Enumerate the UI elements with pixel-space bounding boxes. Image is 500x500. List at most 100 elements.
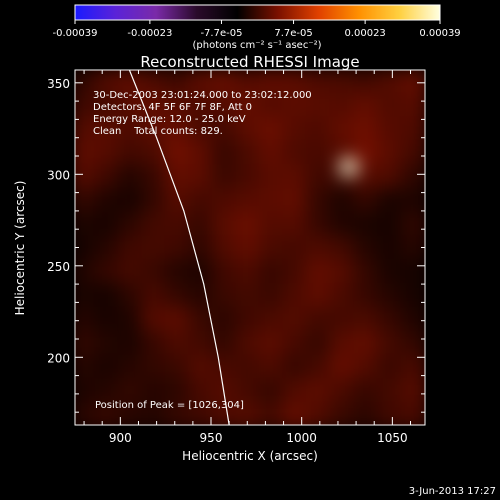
heatmap-cell	[400, 116, 428, 144]
heatmap-cell	[141, 354, 169, 382]
heatmap-cell	[188, 259, 216, 287]
heatmap-cell	[117, 235, 145, 263]
heatmap-cell	[306, 378, 334, 406]
heatmap-cell	[235, 331, 263, 359]
x-axis-label: Heliocentric X (arcsec)	[182, 449, 318, 463]
colorbar	[75, 5, 440, 20]
heatmap-cell	[212, 164, 240, 192]
heatmap-cell	[400, 283, 428, 311]
heatmap-cell	[70, 212, 98, 240]
heatmap-cell	[94, 354, 122, 382]
heatmap-cell	[400, 354, 428, 382]
heatmap-cell	[330, 307, 358, 335]
heatmap-cell	[377, 402, 405, 430]
heatmap-cell	[94, 212, 122, 240]
heatmap-cell	[282, 188, 310, 216]
heatmap-cell	[141, 307, 169, 335]
heatmap-cell	[400, 378, 428, 406]
heatmap-cell	[353, 331, 381, 359]
heatmap-cell	[188, 164, 216, 192]
heatmap-cell	[94, 235, 122, 263]
heatmap-cell	[353, 259, 381, 287]
heatmap-cell	[353, 140, 381, 168]
heatmap-cell	[282, 402, 310, 430]
heatmap-cell	[282, 354, 310, 382]
heatmap-cell	[282, 140, 310, 168]
heatmap-cell	[259, 235, 287, 263]
heatmap-cell	[306, 259, 334, 287]
heatmap-cell	[165, 140, 193, 168]
heatmap-cell	[188, 354, 216, 382]
heatmap-cell	[235, 235, 263, 263]
heatmap-cell	[141, 164, 169, 192]
clean-counts-text: Clean Total counts: 829.	[93, 126, 223, 137]
heatmap-cell	[70, 354, 98, 382]
heatmap-cell	[330, 378, 358, 406]
heatmap-cell	[188, 235, 216, 263]
heatmap-cell	[259, 354, 287, 382]
chart-title: Reconstructed RHESSI Image	[140, 53, 359, 71]
heatmap-cell	[212, 259, 240, 287]
heatmap-cell	[117, 259, 145, 287]
heatmap-cell	[377, 93, 405, 121]
heatmap-cell	[400, 93, 428, 121]
heatmap-cell	[306, 164, 334, 192]
heatmap-cell	[377, 354, 405, 382]
heatmap-cell	[94, 140, 122, 168]
heatmap-cell	[377, 378, 405, 406]
heatmap-cell	[306, 283, 334, 311]
heatmap-cell	[70, 402, 98, 430]
heatmap-cell	[235, 307, 263, 335]
colorbar-ticks: -0.00039 -0.00023 -7.7e-05 7.7e-05 0.00023 0.…	[53, 20, 461, 39]
heatmap-cell	[282, 235, 310, 263]
heatmap-cell	[330, 93, 358, 121]
heatmap-cell	[282, 283, 310, 311]
heatmap-cell	[353, 283, 381, 311]
heatmap-cell	[188, 140, 216, 168]
heatmap-cell	[212, 235, 240, 263]
colorbar-tick-label: -0.00039	[53, 28, 98, 39]
heatmap-cell	[330, 354, 358, 382]
heatmap-cell	[117, 354, 145, 382]
heatmap-cell	[70, 140, 98, 168]
y-axis-label: Heliocentric Y (arcsec)	[13, 181, 27, 316]
heatmap-cell	[377, 307, 405, 335]
heatmap-cell	[353, 212, 381, 240]
x-tick-label: 950	[200, 431, 223, 445]
heatmap-cell	[165, 354, 193, 382]
heatmap-cell	[353, 402, 381, 430]
heatmap-cell	[330, 116, 358, 144]
heatmap-cell	[188, 212, 216, 240]
heatmap-cell	[141, 140, 169, 168]
colorbar-tick-label: 0.00023	[344, 28, 385, 39]
heatmap-cell	[212, 212, 240, 240]
colorbar-tick-label: -7.7e-05	[200, 28, 242, 39]
heatmap-cell	[212, 283, 240, 311]
heatmap-cell	[235, 354, 263, 382]
heatmap-cell	[94, 331, 122, 359]
heatmap-cell	[400, 164, 428, 192]
heatmap-cell	[235, 188, 263, 216]
y-tick-label: 300	[47, 168, 70, 182]
heatmap-cell	[117, 331, 145, 359]
heatmap-cell	[282, 331, 310, 359]
heatmap-cell	[377, 283, 405, 311]
footer-date: 3-Jun-2013 17:27	[409, 486, 496, 497]
heatmap-cell	[70, 188, 98, 216]
heatmap-cell	[70, 378, 98, 406]
heatmap-cell	[165, 164, 193, 192]
x-tick-label: 1050	[377, 431, 408, 445]
heatmap-cell	[400, 402, 428, 430]
heatmap-cell	[259, 307, 287, 335]
heatmap-cell	[141, 259, 169, 287]
heatmap-cell	[141, 235, 169, 263]
heatmap-cell	[235, 212, 263, 240]
heatmap-cell	[259, 259, 287, 287]
heatmap-cell	[165, 259, 193, 287]
heatmap-cell	[400, 259, 428, 287]
heatmap-cell	[400, 188, 428, 216]
heatmap-cell	[141, 331, 169, 359]
peak-blob	[340, 158, 358, 176]
heatmap-cell	[188, 331, 216, 359]
